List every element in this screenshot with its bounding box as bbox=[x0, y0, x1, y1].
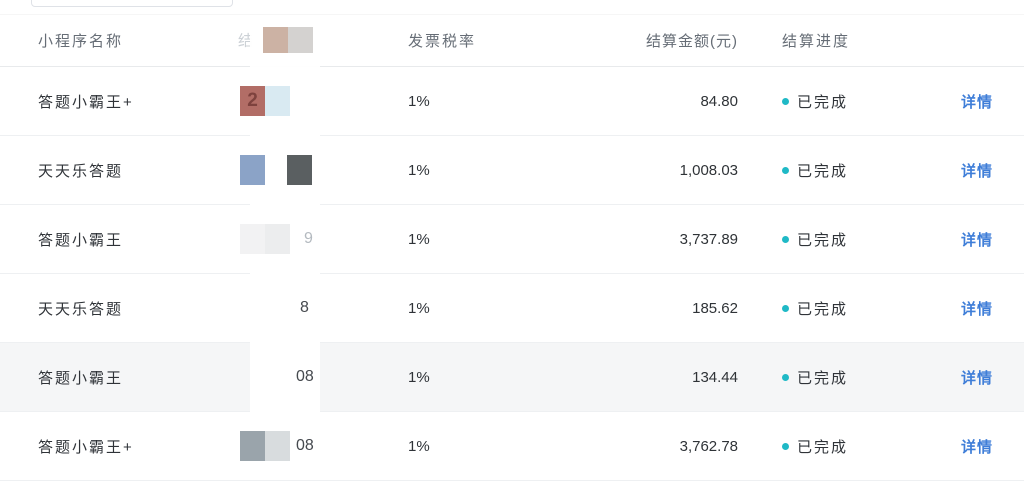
status-label: 已完成 bbox=[797, 369, 849, 387]
table-row: 天天乐答题 8 1% 185.62 已完成 详情 bbox=[0, 274, 1024, 343]
redaction-block bbox=[240, 224, 265, 254]
redaction-block bbox=[265, 431, 290, 461]
mini-program-name: 答题小霸王+ bbox=[38, 93, 134, 111]
action-cell: 详情 bbox=[930, 91, 1024, 112]
mini-program-name: 答题小霸王 bbox=[38, 369, 124, 387]
redaction-block bbox=[240, 431, 265, 461]
details-link[interactable]: 详情 bbox=[960, 369, 993, 387]
status-label: 已完成 bbox=[797, 162, 849, 180]
action-cell: 详情 bbox=[930, 160, 1024, 181]
mini-program-name: 答题小霸王 bbox=[38, 231, 124, 249]
status-label: 已完成 bbox=[797, 300, 849, 318]
settlement-amount: 134.44 bbox=[692, 368, 738, 386]
action-cell: 详情 bbox=[930, 436, 1024, 457]
column-header-name: 小程序名称 bbox=[38, 32, 124, 50]
table-row: 答题小霸王+ 08 1% 3,762.78 已完成 详情 bbox=[0, 412, 1024, 481]
visible-number-digits: 9 bbox=[304, 230, 313, 247]
details-link[interactable]: 详情 bbox=[960, 300, 993, 318]
details-link[interactable]: 详情 bbox=[960, 162, 993, 180]
table-row: 答题小霸王 08 1% 134.44 已完成 详情 bbox=[0, 343, 1024, 412]
column-header-progress: 结算进度 bbox=[782, 32, 851, 50]
redacted-header-char: 结 bbox=[238, 32, 256, 50]
settlement-amount: 185.62 bbox=[692, 299, 738, 317]
status-label: 已完成 bbox=[797, 231, 849, 249]
table-row: 天天乐答题 1% 1,008.03 已完成 详情 bbox=[0, 136, 1024, 205]
status-dot-icon bbox=[782, 97, 789, 105]
redaction-block bbox=[265, 86, 290, 116]
tax-rate: 1% bbox=[408, 230, 430, 248]
redacted-settlement-number: 08 bbox=[238, 343, 408, 411]
visible-number-digits: 08 bbox=[296, 368, 314, 385]
settlement-progress: 已完成 bbox=[738, 298, 930, 319]
redacted-settlement-number: 8 bbox=[238, 274, 408, 342]
action-cell: 详情 bbox=[930, 298, 1024, 319]
status-dot-icon bbox=[782, 373, 789, 381]
column-header-amount: 结算金额(元) bbox=[646, 32, 738, 50]
settlement-progress: 已完成 bbox=[738, 160, 930, 181]
settlement-progress: 已完成 bbox=[738, 436, 930, 457]
status-dot-icon bbox=[782, 166, 789, 174]
redaction-block bbox=[263, 27, 288, 53]
action-cell: 详情 bbox=[930, 229, 1024, 250]
table-header-row: 小程序名称 结 发票税率 结算金额(元) 结算进度 bbox=[0, 14, 1024, 67]
search-input[interactable] bbox=[31, 0, 233, 7]
mini-program-name: 答题小霸王+ bbox=[38, 438, 134, 456]
redaction-block bbox=[265, 224, 290, 254]
details-link[interactable]: 详情 bbox=[960, 438, 993, 456]
details-link[interactable]: 详情 bbox=[960, 93, 993, 111]
table-row: 答题小霸王 9 1% 3,737.89 已完成 详情 bbox=[0, 205, 1024, 274]
status-dot-icon bbox=[782, 442, 789, 450]
redacted-settlement-number bbox=[238, 136, 408, 204]
status-label: 已完成 bbox=[797, 438, 849, 456]
settlement-amount: 84.80 bbox=[700, 92, 738, 110]
settlement-amount: 3,762.78 bbox=[679, 437, 738, 455]
column-header-tax-rate: 发票税率 bbox=[408, 32, 477, 50]
redacted-settlement-number: 2 bbox=[238, 67, 408, 135]
status-dot-icon bbox=[782, 304, 789, 312]
tax-rate: 1% bbox=[408, 161, 430, 179]
details-link[interactable]: 详情 bbox=[960, 231, 993, 249]
redacted-settlement-number: 9 bbox=[238, 205, 408, 273]
settlement-amount: 1,008.03 bbox=[679, 161, 738, 179]
tax-rate: 1% bbox=[408, 437, 430, 455]
settlement-progress: 已完成 bbox=[738, 229, 930, 250]
settlement-progress: 已完成 bbox=[738, 367, 930, 388]
table-row: 答题小霸王+ 2 1% 84.80 已完成 详情 bbox=[0, 67, 1024, 136]
column-header-settlement-number-redacted: 结 bbox=[238, 14, 408, 66]
mini-program-name: 天天乐答题 bbox=[38, 300, 124, 318]
redaction-block bbox=[288, 27, 313, 53]
tax-rate: 1% bbox=[408, 299, 430, 317]
visible-number-digits: 8 bbox=[300, 299, 309, 316]
settlement-progress: 已完成 bbox=[738, 91, 930, 112]
settlement-amount: 3,737.89 bbox=[679, 230, 738, 248]
mini-program-name: 天天乐答题 bbox=[38, 162, 124, 180]
redacted-settlement-number: 08 bbox=[238, 412, 408, 480]
redaction-block: 2 bbox=[240, 86, 265, 116]
status-label: 已完成 bbox=[797, 93, 849, 111]
redaction-block bbox=[287, 155, 312, 185]
tax-rate: 1% bbox=[408, 92, 430, 110]
settlement-table: 小程序名称 结 发票税率 结算金额(元) 结算进度 答题小霸王+ 2 1% 84… bbox=[0, 14, 1024, 481]
action-cell: 详情 bbox=[930, 367, 1024, 388]
tax-rate: 1% bbox=[408, 368, 430, 386]
redaction-block bbox=[240, 155, 265, 185]
visible-number-digits: 08 bbox=[296, 437, 314, 454]
status-dot-icon bbox=[782, 235, 789, 243]
